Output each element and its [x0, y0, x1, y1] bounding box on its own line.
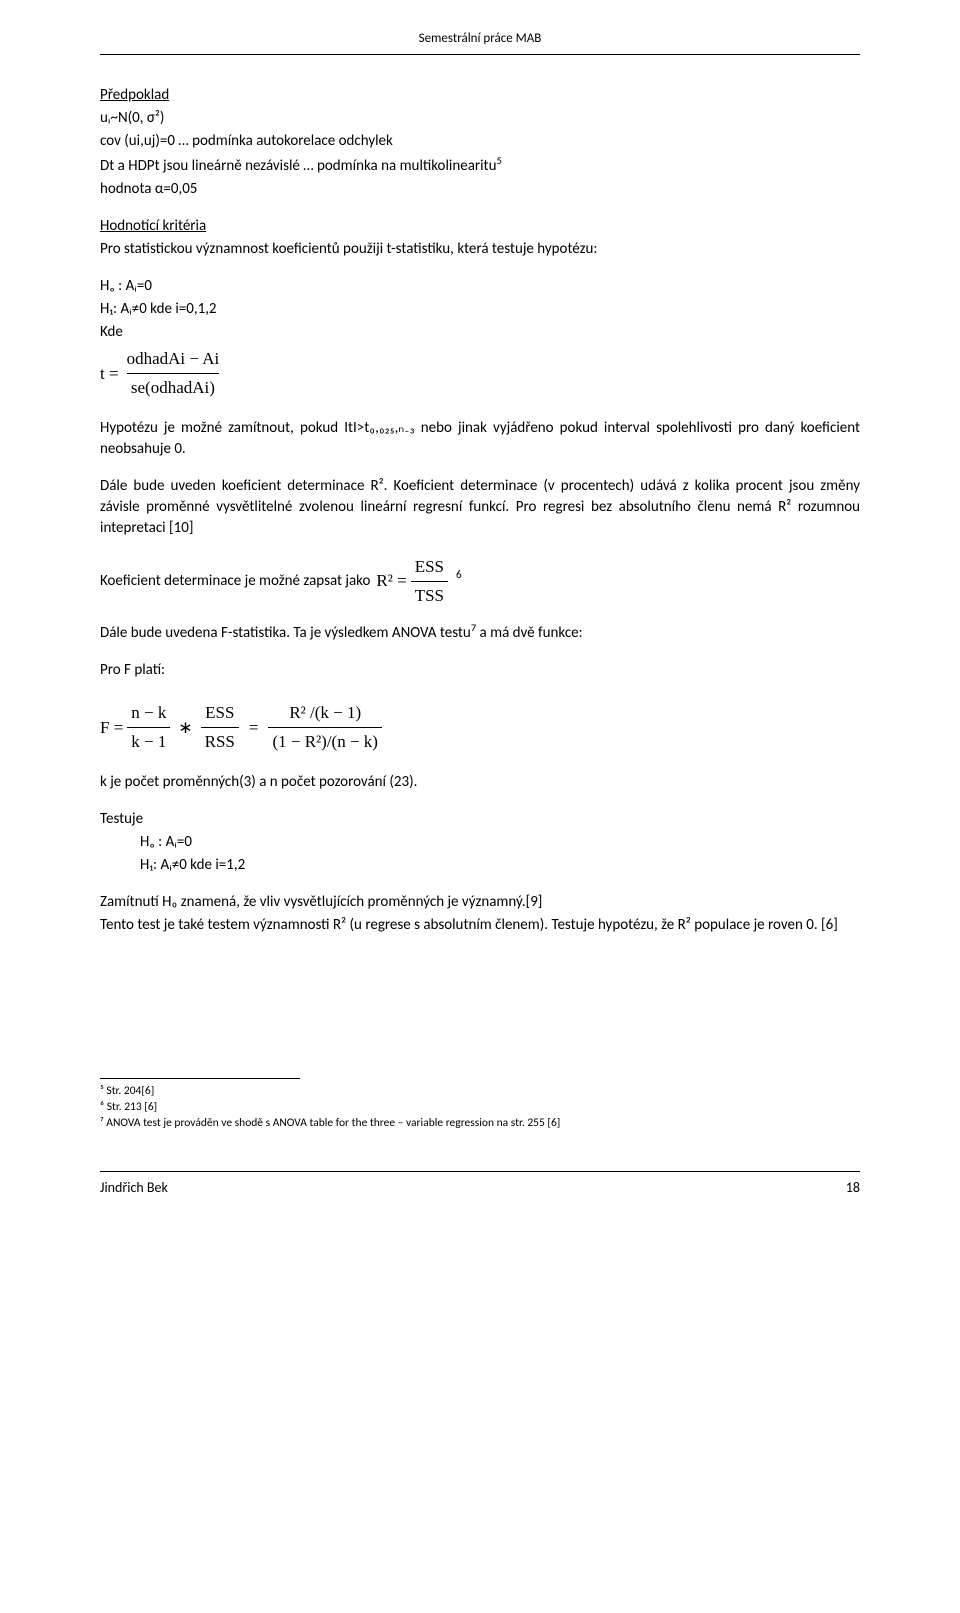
footnote-rule: [100, 1078, 300, 1079]
formula-f-frac1: n − k k − 1: [127, 701, 170, 754]
formula-r2-frac: ESS TSS: [411, 555, 448, 608]
kriteria-h0: Hₒ : Aᵢ=0: [100, 276, 860, 297]
formula-r2-den: TSS: [411, 581, 448, 608]
formula-r2-lhs: R² =: [376, 569, 406, 593]
formula-f-frac3: R² /(k − 1) (1 − R²)/(n − k): [268, 701, 381, 754]
kriteria-kde: Kde: [100, 322, 860, 343]
footnote-7: ⁷ ANOVA test je prováděn ve shodě s ANOV…: [100, 1115, 860, 1131]
kriteria-h1: H₁: Aᵢ≠0 kde i=0,1,2: [100, 299, 860, 320]
kriteria-line1: Pro statistickou významnost koeficientů …: [100, 239, 860, 260]
fstat-pro-f: Pro F platí:: [100, 660, 860, 681]
k-text: k je počet proměnných(3) a n počet pozor…: [100, 772, 860, 793]
header-rule: [100, 54, 860, 55]
formula-r2-num: ESS: [411, 555, 448, 581]
predpoklad-line1: uᵢ~N(0, σ²): [100, 108, 860, 129]
zamitnuti-line2: Tento test je také testem významnosti R²…: [100, 915, 860, 936]
formula-f-num3: R² /(k − 1): [285, 701, 365, 727]
fn-ref-5: 5: [496, 154, 501, 167]
fstat-line1-post: a má dvě funkce:: [476, 624, 583, 642]
r2-para1: Dále bude uveden koeficient determinace …: [100, 476, 860, 539]
fstat-line1: Dále bude uvedena F-statistika. Ta je vý…: [100, 621, 860, 644]
formula-t-frac: odhadAi − Ai se(odhadAi): [123, 347, 224, 400]
formula-t: t = odhadAi − Ai se(odhadAi): [100, 347, 860, 400]
hypoteza-text: Hypotézu je možné zamítnout, pokud ItI>t…: [100, 418, 860, 460]
predpoklad-line2: cov (ui,uj)=0 … podmínka autokorelace od…: [100, 131, 860, 152]
testuje-heading: Testuje: [100, 809, 860, 830]
formula-f-den2: RSS: [201, 727, 239, 754]
predpoklad-line4: hodnota α=0,05: [100, 179, 860, 200]
formula-t-den: se(odhadAi): [127, 373, 219, 400]
formula-f-num1: n − k: [127, 701, 170, 727]
testuje-h1: H₁: Aᵢ≠0 kde i=1,2: [100, 855, 860, 876]
footnote-6: ⁶ Str. 213 [6]: [100, 1099, 860, 1115]
predpoklad-line3: Dt a HDPt jsou lineárně nezávislé … podm…: [100, 154, 860, 177]
formula-f-frac2: ESS RSS: [201, 701, 239, 754]
footnote-5: ⁵ Str. 204[6]: [100, 1083, 860, 1099]
formula-f-den1: k − 1: [127, 727, 170, 754]
formula-t-num: odhadAi − Ai: [123, 347, 224, 373]
formula-f-lhs: F =: [100, 716, 123, 740]
zamitnuti-line1: Zamítnutí H₀ znamená, že vliv vysvětlují…: [100, 892, 860, 913]
footer-author: Jindřich Bek: [100, 1178, 168, 1198]
formula-f: F = n − k k − 1 ∗ ESS RSS = R² /(k − 1) …: [100, 701, 860, 754]
formula-f-den3: (1 − R²)/(n − k): [268, 727, 381, 754]
heading-kriteria: Hodnotící kritéria: [100, 216, 860, 237]
heading-predpoklad: Předpoklad: [100, 85, 860, 106]
predpoklad-line3-text: Dt a HDPt jsou lineárně nezávislé … podm…: [100, 157, 496, 175]
footer-page-number: 18: [846, 1178, 860, 1198]
page-footer: Jindřich Bek 18: [100, 1178, 860, 1198]
formula-f-eq: =: [249, 716, 259, 740]
footer-rule: [100, 1171, 860, 1172]
fstat-line1-pre: Dále bude uvedena F-statistika. Ta je vý…: [100, 624, 471, 642]
formula-f-star: ∗: [178, 716, 192, 740]
fn-ref-6: 6: [456, 567, 462, 582]
page-header-title: Semestrální práce MAB: [100, 30, 860, 48]
r2-koef-text: Koeficient determinace je možné zapsat j…: [100, 571, 370, 592]
testuje-h0: Hₒ : Aᵢ=0: [100, 832, 860, 853]
formula-t-lhs: t =: [100, 362, 119, 386]
r2-formula-line: Koeficient determinace je možné zapsat j…: [100, 555, 860, 608]
formula-f-num2: ESS: [201, 701, 238, 727]
